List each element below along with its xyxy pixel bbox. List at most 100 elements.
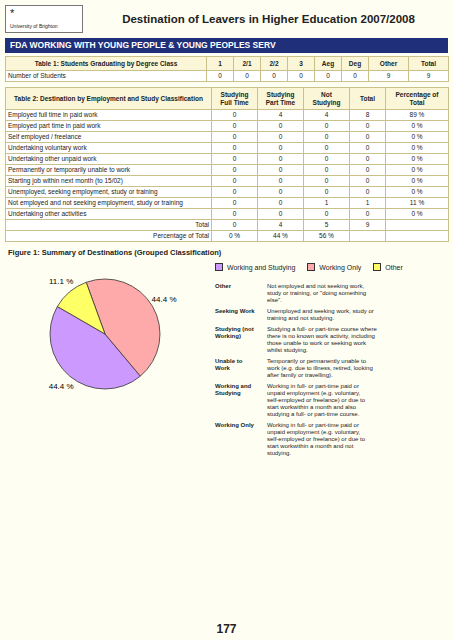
cell: 0 %: [212, 231, 258, 242]
header-cell: 1: [207, 57, 234, 71]
header-cell: Deg: [342, 57, 369, 71]
table-row: Unemployed, seeking employment, study or…: [6, 187, 449, 198]
cell: 0: [350, 154, 386, 165]
cell: [350, 231, 386, 242]
legend-label: Other: [385, 264, 403, 271]
labels: 44.4 %44.4 %11.1 %: [49, 277, 177, 390]
cell: 0: [234, 71, 261, 82]
table-row: Employed part time in paid work00000 %: [6, 121, 449, 132]
header-cell: Not Studying: [304, 88, 350, 110]
definition: Working OnlyWorking in full- or part-tim…: [215, 422, 448, 457]
cell: 9: [409, 71, 449, 82]
header-cell: 2/1: [234, 57, 261, 71]
cell: 5: [304, 220, 350, 231]
cell: Employed full time in paid work: [6, 110, 212, 121]
definition-text: Temporarily or permanently unable to wor…: [267, 358, 373, 379]
cell: Undertaking voluntary work: [6, 143, 212, 154]
legend-item: Working and Studying: [215, 263, 295, 271]
logo-mark: *: [10, 7, 14, 19]
cell: 0: [212, 154, 258, 165]
legend-swatch: [307, 263, 315, 271]
cell: 0: [304, 132, 350, 143]
slice: [57, 282, 105, 334]
cell: 0: [212, 187, 258, 198]
cell: 0: [212, 209, 258, 220]
cell: 0: [342, 71, 369, 82]
cell: 0: [350, 132, 386, 143]
cell: 0: [212, 176, 258, 187]
header-cell: Studying Part Time: [258, 88, 304, 110]
cell: 0: [258, 154, 304, 165]
cell: 0: [350, 165, 386, 176]
header-cell: 2/2: [261, 57, 288, 71]
cell: 0: [304, 209, 350, 220]
cell: 0: [212, 143, 258, 154]
side-panel: Working and Studying Working Only Other Oth…: [215, 259, 448, 461]
definition: Studying (not Working)Studying a full- o…: [215, 326, 448, 354]
table: Table 1: Students Graduating by Degree C…: [5, 56, 449, 82]
header-cell: Aeg: [315, 57, 342, 71]
table-header-row: Table 1: Students Graduating by Degree C…: [6, 57, 449, 71]
chart-title: Figure 1: Summary of Destinations (Group…: [8, 248, 448, 257]
definition-text: Not employed and not seeking work, study…: [267, 283, 366, 304]
legend: Working and Studying Working Only Other: [215, 263, 448, 275]
cell: 0: [258, 143, 304, 154]
cell: Starting job within next month (to 15/02…: [6, 176, 212, 187]
header-cell: Table 2: Destination by Employment and S…: [6, 88, 212, 110]
page-number: 177: [0, 622, 453, 636]
cell: [386, 220, 449, 231]
cell: 0: [350, 176, 386, 187]
definition-text: Working in full- or part-time paid or un…: [267, 383, 365, 418]
gap: [5, 82, 448, 87]
cell: [386, 231, 449, 242]
cell: 4: [258, 220, 304, 231]
cell: Percentage of Total: [6, 231, 212, 242]
cell: 0: [304, 154, 350, 165]
cell: Total: [6, 220, 212, 231]
cell: 4: [304, 110, 350, 121]
cell: 0: [288, 71, 315, 82]
definition: Unable to WorkTemporarily or permanently…: [215, 358, 448, 379]
cell: 0: [258, 132, 304, 143]
header-cell: 3: [288, 57, 315, 71]
table-row: Employed full time in paid work044889 %: [6, 110, 449, 121]
header-cell: Total: [350, 88, 386, 110]
logo: *University of Brighton: [5, 5, 83, 33]
cell: 1: [350, 198, 386, 209]
definition-term: Other: [215, 283, 267, 304]
cell: 0 %: [386, 176, 449, 187]
definition: Seeking WorkUnemployed and seeking work,…: [215, 308, 448, 322]
definition-term: Unable to Work: [215, 358, 267, 379]
cell: 0: [304, 121, 350, 132]
table: Table 2: Destination by Employment and S…: [5, 87, 449, 242]
legend-item: Working Only: [307, 263, 361, 271]
legend-item: Other: [373, 263, 403, 271]
pie-chart: 44.4 %44.4 %11.1 %: [5, 259, 205, 409]
cell: 0: [207, 71, 234, 82]
cell: 0: [212, 198, 258, 209]
cell: 1: [304, 198, 350, 209]
cell: 56 %: [304, 231, 350, 242]
table-row: Self employed / freelance00000 %: [6, 132, 449, 143]
cell: 89 %: [386, 110, 449, 121]
cell: Self employed / freelance: [6, 132, 212, 143]
cell: 0: [258, 209, 304, 220]
cell: 0: [212, 220, 258, 231]
cell: 0: [212, 165, 258, 176]
cell: 9: [350, 220, 386, 231]
cell: 0: [304, 143, 350, 154]
definition-term: Working Only: [215, 422, 267, 457]
table-row: Undertaking other activities00000 %: [6, 209, 449, 220]
cell: Unemployed, seeking employment, study or…: [6, 187, 212, 198]
definition-text: Working in full- or part-time paid or un…: [267, 422, 365, 457]
figure-row: 44.4 %44.4 %11.1 %Working and StudyingWo…: [5, 259, 448, 461]
cell: 0: [350, 121, 386, 132]
table-row: Starting job within next month (to 15/02…: [6, 176, 449, 187]
cell: 0 %: [386, 132, 449, 143]
data-label: 44.4 %: [49, 382, 74, 391]
table-row: Number of Students00000099: [6, 71, 449, 82]
legend-swatch: [373, 263, 381, 271]
cell: 0: [212, 121, 258, 132]
data-label: 44.4 %: [152, 295, 177, 304]
definition: Working and StudyingWorking in full- or …: [215, 383, 448, 418]
